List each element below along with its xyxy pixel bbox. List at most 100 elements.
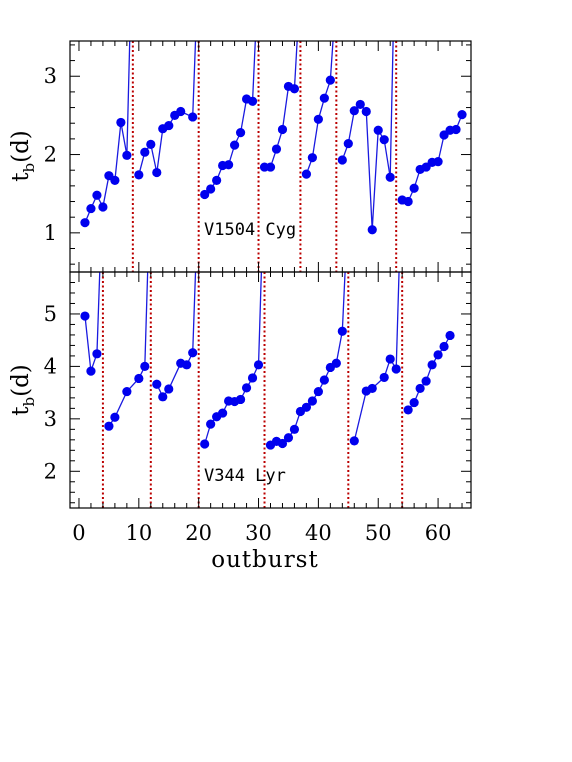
bottom-point <box>289 424 300 434</box>
bottom-axis-ticks <box>70 271 471 508</box>
top-point <box>313 114 323 124</box>
bottom-point <box>283 433 294 443</box>
bottom-rise-line-5 <box>395 272 400 370</box>
bottom-point <box>439 341 449 352</box>
bottom-rise-line-2 <box>192 272 197 353</box>
panel-bottom-v344-lyr: 2 3 4 5 0 10 20 30 40 50 60 V344 Lyr tb(d) outbur… <box>8 271 472 573</box>
x-tick-label: 50 <box>365 521 392 545</box>
top-point <box>265 162 276 172</box>
bottom-point <box>253 360 264 370</box>
top-point <box>200 189 210 200</box>
bottom-point <box>391 364 401 374</box>
top-star-label: V1504 Cyg <box>204 220 296 240</box>
top-point <box>373 125 383 135</box>
top-rise-line-3 <box>293 41 298 89</box>
top-y-axis-label-main: t <box>8 172 34 182</box>
bottom-point <box>134 373 144 384</box>
top-point <box>451 124 461 135</box>
bottom-point <box>158 392 168 402</box>
bottom-segment-line-0 <box>84 316 98 372</box>
bottom-series-lines <box>84 272 451 446</box>
panel-top-v1504-cyg: 1 2 3 V1504 Cyg tb(d) <box>8 40 472 273</box>
bottom-point <box>241 383 252 393</box>
top-point <box>349 106 359 116</box>
bottom-point <box>80 311 90 321</box>
bottom-segment-line-2 <box>156 352 194 399</box>
top-segment-line-5 <box>341 103 391 230</box>
top-point <box>176 106 186 117</box>
x-tick-labels: 0 10 20 30 40 50 60 <box>72 521 451 545</box>
bottom-segment-line-5 <box>353 357 397 442</box>
top-point <box>122 150 132 160</box>
bottom-point <box>200 439 210 449</box>
top-point <box>367 225 377 235</box>
top-point <box>235 128 246 138</box>
top-point <box>110 175 120 185</box>
bottom-point <box>92 349 102 359</box>
bottom-plot-frame <box>69 271 472 509</box>
top-point <box>289 84 300 94</box>
top-point <box>457 110 467 120</box>
bottom-point <box>110 412 120 422</box>
bottom-point <box>152 379 162 389</box>
top-point <box>146 139 156 149</box>
top-point <box>361 106 371 117</box>
bottom-point <box>277 438 288 449</box>
bottom-y-tick-labels: 2 3 4 5 <box>44 302 57 483</box>
bottom-star-label: V344 Lyr <box>204 466 286 486</box>
bottom-point <box>122 386 132 397</box>
top-y-axis-label-suffix: (d) <box>8 130 34 163</box>
bottom-point <box>367 383 377 394</box>
top-y-tick-labels: 1 2 3 <box>44 64 57 245</box>
top-rise-line-2 <box>251 41 256 102</box>
bottom-divider-lines <box>101 272 404 508</box>
top-point <box>80 218 90 228</box>
bottom-point <box>379 372 389 383</box>
top-point <box>188 112 198 122</box>
top-point <box>140 147 150 157</box>
top-point <box>307 153 317 163</box>
top-point <box>403 196 413 207</box>
top-point <box>116 117 126 128</box>
top-point <box>277 124 288 135</box>
x-tick-label: 10 <box>125 521 152 545</box>
bottom-point <box>349 436 359 446</box>
top-point <box>152 167 162 178</box>
top-ytick-label: 3 <box>44 64 57 88</box>
bottom-point <box>86 366 96 376</box>
top-axis-ticks <box>70 41 471 272</box>
top-series-points <box>80 75 467 235</box>
bottom-point <box>247 373 258 383</box>
top-rise-line-0 <box>126 41 131 156</box>
bottom-ytick-label: 5 <box>44 302 57 326</box>
bottom-point <box>331 358 341 368</box>
bottom-segment-line-4 <box>270 331 343 446</box>
top-point <box>229 140 240 150</box>
bottom-point <box>188 348 198 358</box>
bottom-y-axis-label: tb(d) <box>8 364 38 416</box>
top-segment-line-2 <box>204 97 253 195</box>
top-y-axis-label-sub: b <box>20 163 38 173</box>
bottom-point <box>235 394 246 405</box>
bottom-series-points <box>80 311 455 450</box>
top-rise-line-4 <box>329 41 334 81</box>
bottom-point <box>433 350 443 360</box>
top-ytick-label: 2 <box>44 143 57 167</box>
bottom-y-axis-label-main: t <box>8 406 34 416</box>
top-point <box>385 172 395 182</box>
bottom-rise-line-1 <box>144 272 149 367</box>
top-rise-line-5 <box>389 41 394 178</box>
bottom-ytick-label: 3 <box>44 407 57 431</box>
bottom-point <box>307 396 317 406</box>
bottom-point <box>403 405 413 415</box>
top-point <box>206 184 216 194</box>
bottom-point <box>182 360 192 370</box>
x-tick-label: 60 <box>425 521 452 545</box>
bottom-point <box>385 354 395 364</box>
top-point <box>212 175 222 185</box>
bottom-rise-line-4 <box>341 272 346 332</box>
top-point <box>337 155 347 165</box>
bottom-point <box>409 397 419 408</box>
top-point <box>379 135 389 145</box>
